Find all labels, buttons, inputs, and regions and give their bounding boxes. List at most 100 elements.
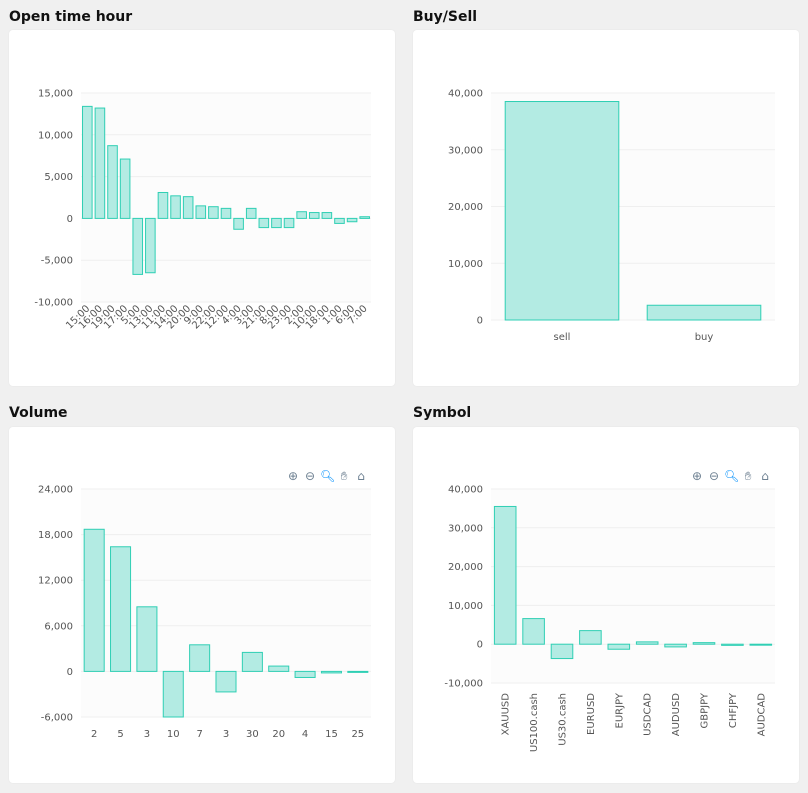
x-tick-label: XAUUSD — [501, 693, 512, 736]
bar[interactable] — [550, 643, 574, 660]
bar[interactable] — [119, 158, 131, 219]
y-tick-label: 12,000 — [38, 576, 73, 587]
y-tick-label: 20,000 — [448, 562, 483, 573]
home-reset-icon[interactable]: ⌂ — [761, 469, 769, 483]
bar[interactable] — [258, 217, 270, 229]
panel-title-buy-sell: Buy/Sell — [413, 9, 478, 25]
bar[interactable] — [208, 206, 219, 219]
bar[interactable] — [82, 105, 93, 219]
bar[interactable] — [182, 196, 194, 219]
bar[interactable] — [195, 205, 207, 219]
bar[interactable] — [320, 670, 342, 674]
x-tick-label: 7 — [196, 729, 202, 740]
pan-hand-icon[interactable]: ✋︎ — [340, 469, 348, 483]
bar[interactable] — [268, 665, 290, 672]
symbol-chart: 40,000 30,000 20,000 10,000 0 -10,000 XAUUSD US… — [444, 485, 775, 752]
bar[interactable] — [215, 670, 237, 693]
x-tick-label: 20 — [272, 729, 285, 740]
x-tick-label: AUDUSD — [671, 693, 682, 737]
x-tick-label: AUDCAD — [756, 693, 767, 737]
bar[interactable] — [107, 145, 118, 219]
x-tick-label: US30.cash — [558, 693, 569, 746]
x-tick-label: US100.cash — [529, 693, 540, 752]
bar[interactable] — [749, 643, 773, 646]
bar[interactable] — [294, 670, 316, 678]
bar[interactable] — [635, 641, 659, 645]
bar[interactable] — [283, 217, 295, 229]
bar[interactable] — [321, 212, 333, 219]
bar[interactable] — [145, 217, 156, 274]
bar[interactable] — [334, 217, 345, 224]
bar[interactable] — [136, 606, 158, 672]
bar[interactable] — [493, 505, 517, 645]
chart-card-volume: 24,000 18,000 12,000 6,000 0 -6,000 2 5 3 10 7 3 30 2… — [9, 427, 395, 783]
y-tick-label: 0 — [67, 667, 73, 678]
chart-card-symbol: 40,000 30,000 20,000 10,000 0 -10,000 XAUUSD US… — [413, 427, 799, 783]
zoom-out-icon[interactable]: ⊖ — [708, 469, 720, 483]
x-tick-label: CHFJPY — [728, 692, 739, 728]
bar[interactable] — [522, 618, 545, 645]
bar[interactable] — [94, 107, 106, 219]
buy-sell-chart: 40,000 30,000 20,000 10,000 0 sell buy — [448, 89, 775, 343]
bar[interactable] — [245, 207, 257, 219]
bar[interactable] — [241, 651, 263, 672]
bar[interactable] — [83, 528, 105, 672]
y-tick-label: 40,000 — [448, 485, 483, 496]
home-reset-icon[interactable]: ⌂ — [357, 469, 365, 483]
y-tick-label: -5,000 — [41, 256, 73, 267]
bar[interactable] — [110, 546, 132, 672]
selection-zoom-icon[interactable]: 🔍︎ — [320, 469, 336, 483]
y-tick-label: 0 — [67, 214, 73, 225]
zoom-out-icon[interactable]: ⊖ — [304, 469, 316, 483]
x-tick-label: USDCAD — [643, 693, 654, 736]
bar[interactable] — [664, 643, 687, 648]
bar[interactable] — [692, 642, 716, 645]
y-tick-label: 20,000 — [448, 202, 483, 213]
pan-hand-icon[interactable]: ✋︎ — [744, 469, 752, 483]
selection-zoom-icon[interactable]: 🔍︎ — [724, 469, 740, 483]
y-tick-label: 6,000 — [44, 621, 73, 632]
bar[interactable] — [233, 217, 244, 230]
bar[interactable] — [308, 212, 320, 219]
y-tick-label: 18,000 — [38, 530, 73, 541]
bar[interactable] — [607, 643, 631, 650]
bar[interactable] — [157, 191, 169, 219]
open-time-hour-chart: 15,00010,0005,0000-5,000-10,00015:0016:0… — [34, 89, 371, 332]
x-tick-label: 3 — [144, 729, 150, 740]
x-tick-label: 2 — [91, 729, 97, 740]
bar[interactable] — [162, 670, 184, 718]
bar[interactable] — [504, 101, 620, 321]
bar[interactable] — [271, 217, 282, 229]
x-tick-label: 3 — [223, 729, 229, 740]
x-tick-label: EURUSD — [586, 693, 597, 735]
bar[interactable] — [296, 211, 307, 219]
bar[interactable] — [579, 630, 602, 645]
bar[interactable] — [220, 207, 232, 219]
x-tick-label: buy — [695, 332, 714, 343]
panel-title-volume: Volume — [9, 405, 68, 421]
bar[interactable] — [170, 195, 181, 219]
panel-title-symbol: Symbol — [413, 405, 472, 421]
x-tick-label: 5 — [117, 729, 123, 740]
y-tick-label: 10,000 — [448, 601, 483, 612]
y-tick-label: 15,000 — [38, 89, 73, 100]
bar[interactable] — [189, 644, 211, 672]
zoom-in-icon[interactable]: ⊕ — [287, 469, 299, 483]
chart-toolbar: ⊕ ⊖ 🔍︎ ✋︎ ⌂ — [286, 469, 368, 483]
x-tick-label: 15 — [325, 729, 338, 740]
x-tick-label: 30 — [246, 729, 259, 740]
bar[interactable] — [347, 670, 369, 673]
x-tick-label: 10 — [167, 729, 180, 740]
y-tick-label: -10,000 — [444, 679, 483, 690]
y-tick-label: -6,000 — [41, 713, 73, 724]
y-tick-label: 5,000 — [44, 172, 73, 183]
bar[interactable] — [132, 217, 144, 275]
bar[interactable] — [346, 217, 358, 223]
bar[interactable] — [359, 216, 370, 219]
bar[interactable] — [721, 643, 744, 646]
bar[interactable] — [646, 304, 762, 321]
y-tick-label: 0 — [477, 640, 483, 651]
zoom-in-icon[interactable]: ⊕ — [691, 469, 703, 483]
x-tick-label: EURJPY — [614, 692, 625, 728]
